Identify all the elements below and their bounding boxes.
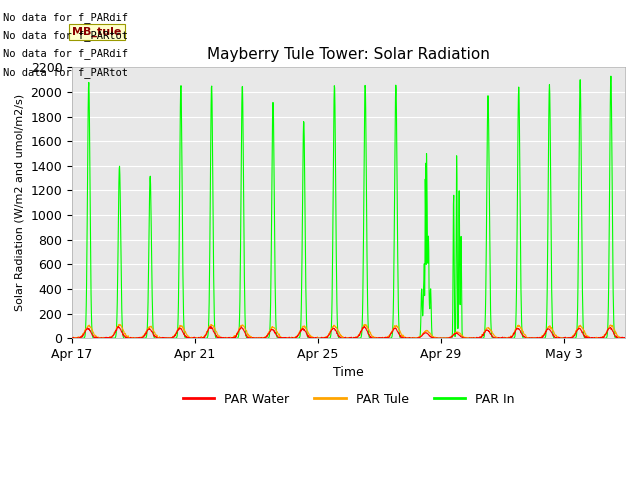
Text: No data for f_PARdif: No data for f_PARdif [3,48,128,60]
Text: No data for f_PARtot: No data for f_PARtot [3,30,128,41]
Text: No data for f_PARdif: No data for f_PARdif [3,12,128,23]
Y-axis label: Solar Radiation (W/m2 and umol/m2/s): Solar Radiation (W/m2 and umol/m2/s) [15,94,25,312]
Text: No data for f_PARtot: No data for f_PARtot [3,67,128,78]
Legend: PAR Water, PAR Tule, PAR In: PAR Water, PAR Tule, PAR In [178,388,519,411]
Title: Mayberry Tule Tower: Solar Radiation: Mayberry Tule Tower: Solar Radiation [207,47,490,62]
Text: MB_tule: MB_tule [72,27,122,37]
X-axis label: Time: Time [333,367,364,380]
